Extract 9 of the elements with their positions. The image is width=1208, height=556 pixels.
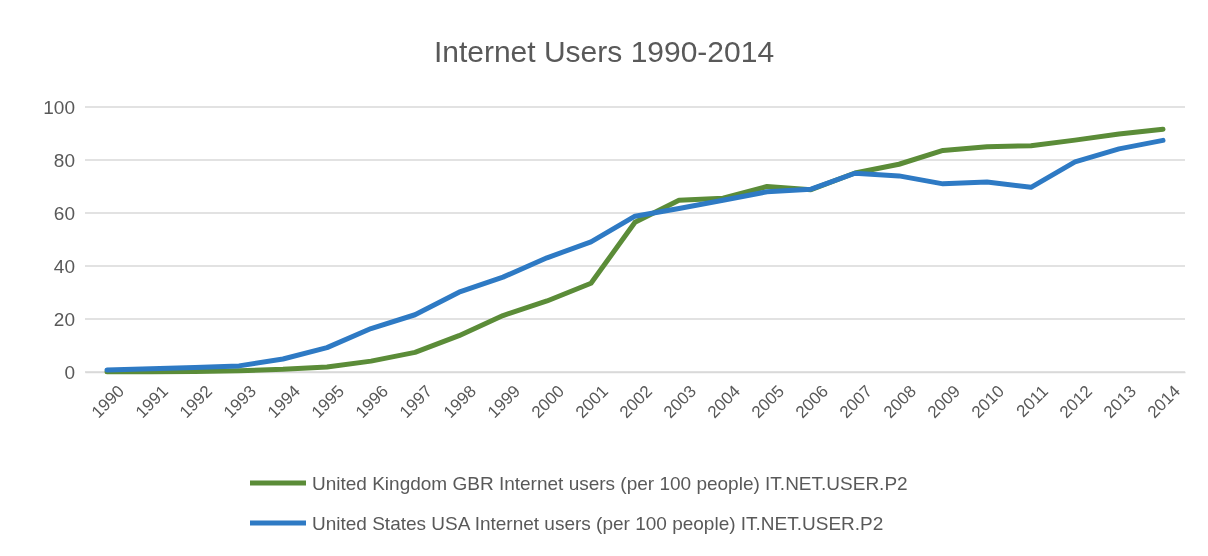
y-tick-label: 100 (43, 96, 75, 118)
y-tick-label: 40 (53, 255, 75, 277)
y-tick-label: 80 (53, 149, 75, 171)
y-tick-label: 60 (53, 202, 75, 224)
legend-label: United States USA Internet users (per 100 people) IT.NET.USER.P2 (312, 513, 884, 534)
y-tick-label: 0 (64, 361, 75, 383)
legend-label: United Kingdom GBR Internet users (per 100 people) IT.NET.USER.P2 (312, 473, 908, 494)
y-tick-label: 20 (53, 308, 75, 330)
chart-title: Internet Users 1990-2014 (433, 35, 775, 68)
